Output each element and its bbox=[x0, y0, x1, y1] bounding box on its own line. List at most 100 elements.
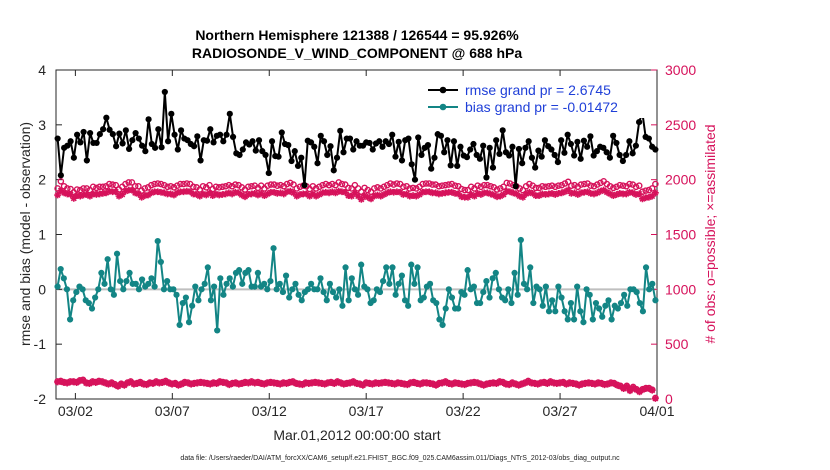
rmse-point bbox=[603, 149, 610, 156]
rmse-point bbox=[210, 139, 217, 146]
obs-assimilated-point bbox=[558, 189, 566, 197]
bias-point bbox=[270, 245, 277, 252]
bias-point bbox=[583, 286, 590, 293]
obs-possible-point bbox=[451, 182, 459, 189]
bias-point bbox=[401, 297, 409, 304]
obs-possible-point bbox=[535, 184, 543, 192]
obs-possible-point bbox=[122, 180, 129, 188]
obs-assimilated-point bbox=[561, 188, 569, 196]
bias-point bbox=[586, 291, 593, 298]
bias-point bbox=[552, 308, 559, 315]
bias-point bbox=[492, 269, 499, 276]
obs-possible-point bbox=[219, 183, 226, 191]
obs-possible-point bbox=[438, 182, 446, 189]
obs-possible-point bbox=[341, 181, 349, 188]
obs-assimilated-point bbox=[112, 188, 120, 196]
obs-assimilated-point bbox=[623, 382, 631, 390]
obs-assimilated-point bbox=[651, 189, 659, 197]
rmse-point bbox=[177, 127, 185, 134]
obs-assimilated-point bbox=[396, 188, 404, 196]
obs-possible-point bbox=[180, 180, 187, 188]
obs-assimilated-point bbox=[60, 189, 68, 197]
bias-point bbox=[320, 288, 327, 296]
rmse-point bbox=[317, 132, 324, 139]
obs-possible-point bbox=[474, 182, 481, 189]
rmse-point bbox=[67, 138, 74, 145]
obs-assimilated-point bbox=[648, 192, 656, 200]
bias-point bbox=[380, 278, 387, 285]
obs-assimilated-point bbox=[238, 380, 246, 388]
rmse-point bbox=[610, 132, 617, 139]
bias-point bbox=[104, 256, 111, 263]
obs-possible-point bbox=[248, 182, 255, 190]
bias-point bbox=[608, 316, 615, 323]
obs-assimilated-point bbox=[286, 187, 294, 195]
rmse-point bbox=[346, 135, 354, 142]
bias-point bbox=[113, 250, 121, 257]
bias-point bbox=[351, 286, 359, 293]
rmse-point bbox=[151, 144, 159, 151]
obs-possible-point bbox=[652, 180, 659, 188]
bias-point bbox=[392, 291, 399, 298]
rmse-point bbox=[164, 138, 172, 145]
bias-point bbox=[298, 297, 305, 304]
rmse-point bbox=[564, 131, 571, 138]
obs-assimilated-point bbox=[442, 378, 449, 386]
obs-assimilated-point bbox=[222, 190, 230, 198]
rmse-point bbox=[613, 139, 620, 147]
rmse-point bbox=[158, 144, 165, 151]
bias-point bbox=[420, 294, 427, 301]
bias-point bbox=[502, 297, 509, 304]
rmse-point bbox=[220, 138, 227, 145]
obs-assimilated-point bbox=[505, 381, 513, 389]
obs-possible-point bbox=[374, 184, 381, 191]
obs-assimilated-point bbox=[540, 379, 548, 386]
obs-possible-point bbox=[358, 188, 365, 196]
rmse-point bbox=[262, 151, 269, 159]
chart-title: Northern Hemisphere 121388 / 126544 = 95… bbox=[195, 27, 519, 43]
obs-assimilated-point bbox=[524, 378, 532, 385]
series-obs-assimilated-bottom- bbox=[54, 376, 659, 402]
obs-assimilated-point bbox=[548, 189, 556, 197]
bias-point bbox=[308, 280, 315, 287]
bias-point bbox=[282, 272, 290, 279]
bias-point bbox=[333, 294, 340, 301]
bias-point bbox=[176, 321, 183, 329]
bias-point bbox=[405, 302, 412, 309]
obs-assimilated-point bbox=[410, 379, 418, 386]
obs-assimilated-point bbox=[349, 378, 357, 386]
rmse-point bbox=[314, 160, 321, 167]
y-tick-label: -1 bbox=[34, 336, 47, 352]
rmse-point bbox=[369, 146, 376, 153]
bias-point bbox=[254, 269, 261, 276]
obs-assimilated-point bbox=[149, 380, 157, 388]
obs-assimilated-point bbox=[609, 192, 617, 199]
rmse-point bbox=[558, 137, 565, 144]
obs-assimilated-point bbox=[383, 189, 391, 197]
obs-assimilated-point bbox=[357, 196, 365, 203]
bias-point bbox=[207, 297, 215, 304]
series-obs-assimilated bbox=[54, 186, 659, 203]
obs-possible-point bbox=[561, 180, 569, 187]
obs-possible-point bbox=[199, 182, 207, 190]
obs-assimilated-point bbox=[85, 380, 93, 388]
bias-point bbox=[289, 286, 296, 293]
obs-assimilated-point bbox=[328, 188, 336, 196]
obs-assimilated-point bbox=[575, 381, 583, 389]
obs-possible-point bbox=[390, 181, 397, 188]
obs-assimilated-point bbox=[199, 190, 207, 198]
bias-point bbox=[395, 280, 402, 287]
rmse-point bbox=[330, 167, 337, 174]
rmse-point bbox=[190, 143, 198, 150]
rmse-point bbox=[489, 164, 497, 171]
rmse-point bbox=[116, 130, 123, 137]
rmse-point bbox=[389, 131, 396, 138]
rmse-point bbox=[138, 142, 146, 149]
bias-point bbox=[558, 294, 565, 301]
obs-possible-point bbox=[364, 186, 372, 194]
obs-assimilated-point bbox=[73, 379, 81, 386]
x-tick-label: 03/02 bbox=[58, 403, 93, 419]
obs-assimilated-point bbox=[238, 191, 246, 199]
plot-area bbox=[55, 69, 658, 400]
obs-possible-point bbox=[461, 186, 469, 194]
